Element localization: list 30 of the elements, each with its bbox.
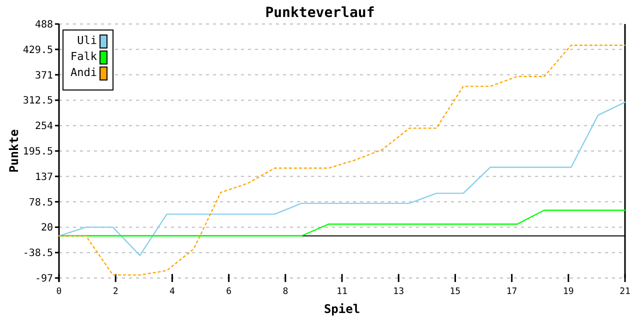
legend-label: Falk	[70, 50, 98, 63]
legend-label: Andi	[70, 66, 97, 79]
x-tick-label: 15	[450, 287, 461, 297]
y-tick-label: 254	[34, 121, 53, 132]
x-tick-label: 21	[620, 287, 630, 297]
y-tick-label: 78.5	[28, 197, 53, 208]
y-tick-label: -38.5	[22, 248, 53, 260]
y-axis-title: Punkte	[7, 129, 21, 173]
x-tick-label: 6	[226, 287, 232, 297]
x-tick-label: 8	[282, 287, 288, 297]
x-tick-label: 2	[112, 287, 118, 297]
x-tick-label: 17	[506, 287, 518, 297]
x-tick-label: 0	[56, 287, 62, 297]
legend-label: Uli	[77, 34, 97, 47]
x-axis-title: Spiel	[324, 302, 360, 316]
y-tick-label: 371	[34, 70, 53, 82]
line-series	[58, 44, 626, 276]
y-tick-label: 20	[40, 222, 53, 234]
y-tick-label: 488	[34, 20, 53, 30]
chart-title: Punkteverlauf	[265, 5, 375, 21]
x-tick-label: 19	[562, 287, 574, 297]
x-tick-label: 4	[169, 287, 175, 297]
y-tick-label: 429.5	[22, 44, 53, 56]
y-tick-label: 312.5	[22, 96, 53, 107]
x-tick-label: 13	[393, 287, 404, 297]
line-series	[58, 102, 626, 256]
x-tick-label: 11	[336, 287, 348, 297]
y-tick-label: 195.5	[22, 146, 53, 158]
y-tick-label: -97	[34, 274, 53, 284]
y-tick-label: 137	[34, 172, 53, 183]
